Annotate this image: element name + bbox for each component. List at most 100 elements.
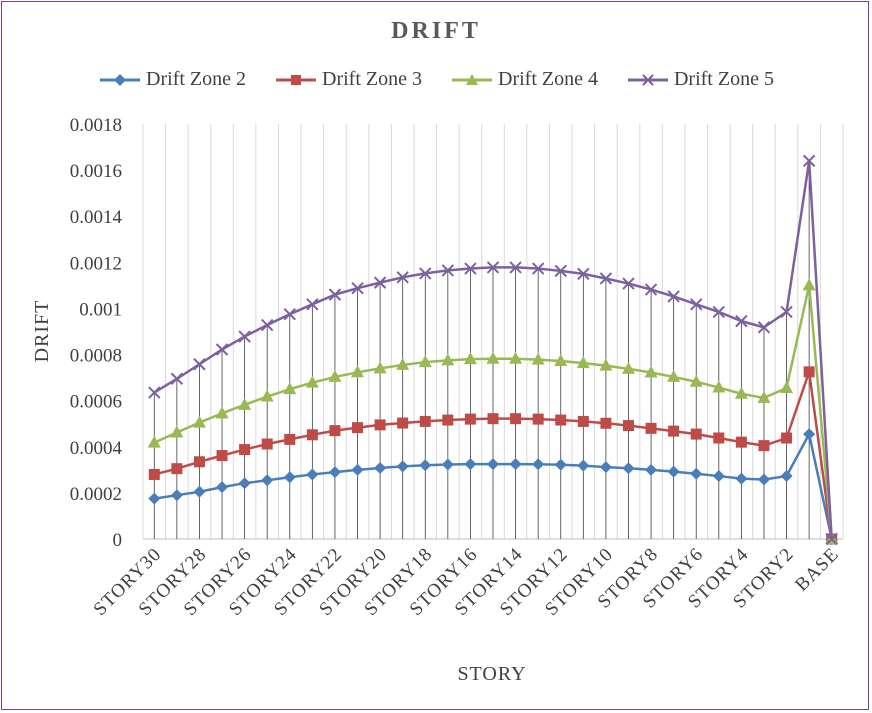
data-point (622, 420, 634, 432)
data-point (442, 414, 454, 426)
data-point-stroke (238, 330, 251, 343)
data-point (238, 397, 252, 410)
legend-marker-zone5 (627, 73, 668, 86)
data-point (352, 422, 364, 434)
legend-item-zone5[interactable]: Drift Zone 5 (626, 68, 774, 91)
data-point (667, 369, 681, 382)
data-point (239, 444, 251, 456)
data-point (328, 466, 341, 479)
data-point (735, 314, 748, 328)
data-point (374, 461, 387, 474)
data-point (577, 415, 589, 427)
data-point (305, 375, 319, 388)
data-point (757, 473, 770, 486)
legend-item-zone3[interactable]: Drift Zone 3 (274, 68, 422, 91)
data-point-stroke (825, 532, 838, 546)
data-point-stroke (577, 267, 590, 281)
drop-lines (153, 160, 810, 539)
data-point-stroke (215, 343, 229, 356)
data-point-stroke (509, 261, 522, 274)
data-point (419, 267, 432, 280)
series-layer (147, 154, 839, 546)
data-point (757, 321, 771, 334)
data-point (713, 432, 725, 444)
series-drift-zone-5 (148, 154, 838, 546)
data-point (261, 438, 273, 450)
data-point (621, 361, 635, 374)
data-point (690, 298, 703, 311)
data-point (644, 365, 658, 378)
data-point (599, 272, 613, 285)
data-point (193, 456, 205, 468)
data-point (758, 440, 770, 452)
y-axis-title: DRIFT (31, 300, 53, 363)
data-point-stroke (419, 267, 432, 280)
data-point-stroke (667, 290, 680, 303)
data-point (284, 433, 296, 445)
y-tick-label: 0 (113, 530, 123, 551)
chart-title: DRIFT (391, 18, 481, 44)
data-point (803, 366, 815, 378)
data-point (171, 463, 183, 475)
data-point (193, 485, 206, 498)
data-point (419, 415, 431, 427)
data-point (690, 467, 703, 480)
data-point (531, 352, 545, 365)
legend-label-zone3: Drift Zone 3 (322, 68, 422, 90)
legend-label-zone4: Drift Zone 4 (498, 68, 598, 90)
data-point (802, 278, 816, 291)
data-point (780, 470, 793, 483)
data-point (802, 154, 816, 168)
data-point (418, 355, 432, 368)
data-point-stroke (306, 298, 319, 311)
data-point (554, 264, 567, 278)
data-point (734, 386, 748, 399)
y-tick-label: 0.0006 (70, 392, 122, 413)
data-point (554, 354, 568, 367)
data-point (148, 492, 161, 505)
data-point-stroke (328, 288, 342, 301)
data-point (170, 425, 184, 438)
data-point (329, 425, 341, 437)
data-point-stroke (712, 305, 726, 319)
data-point (712, 305, 726, 319)
data-point (283, 382, 297, 395)
data-point (170, 372, 184, 385)
data-point (396, 357, 410, 370)
data-point-stroke (441, 264, 455, 277)
data-point (622, 462, 635, 475)
data-point (441, 353, 455, 366)
data-point-stroke (554, 264, 567, 278)
y-tick-label: 0.0014 (70, 207, 123, 228)
data-point (712, 380, 726, 393)
legend-marker-zone3 (276, 74, 317, 85)
legend-item-zone2[interactable]: Drift Zone 2 (98, 68, 246, 91)
data-point (283, 471, 296, 484)
x-axis: STORY30STORY28STORY26STORY24STORY22STORY… (90, 544, 844, 620)
data-point (531, 262, 545, 275)
legend: Drift Zone 2 Drift Zone 3 Drift Zone 4 D… (0, 68, 872, 91)
data-point (487, 458, 499, 471)
data-point-stroke (351, 281, 364, 295)
data-point (260, 389, 274, 402)
data-point (419, 459, 432, 472)
data-point (306, 298, 319, 311)
y-tick-label: 0.0018 (70, 115, 122, 136)
data-point (215, 343, 229, 356)
legend-item-zone4[interactable]: Drift Zone 4 (450, 68, 598, 91)
data-point (351, 281, 364, 295)
data-point (283, 308, 296, 321)
data-point (509, 261, 522, 274)
data-point (396, 271, 409, 284)
data-point-stroke (690, 298, 703, 311)
data-point (690, 428, 702, 440)
data-point (328, 369, 342, 382)
y-tick-label: 0.0004 (70, 438, 123, 459)
data-point-stroke (780, 305, 793, 319)
data-point (510, 413, 522, 425)
data-point (599, 461, 612, 474)
data-point (216, 481, 229, 494)
data-point (306, 468, 319, 481)
